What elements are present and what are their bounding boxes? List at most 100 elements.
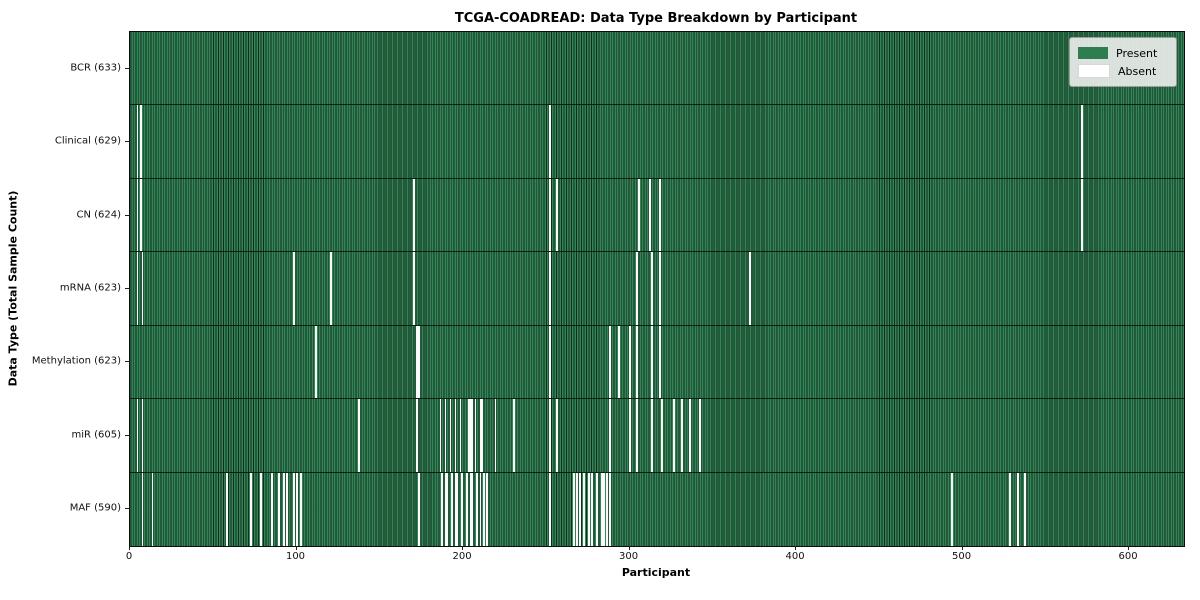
absent-mark	[549, 399, 552, 472]
absent-mark	[651, 325, 653, 399]
absent-mark	[141, 472, 144, 546]
y-tick-label: Methylation (623)	[31, 355, 121, 367]
absent-mark	[466, 472, 469, 546]
y-tick-label: mRNA (623)	[59, 282, 121, 294]
absent-mark	[479, 399, 482, 472]
absent-mark	[249, 472, 252, 546]
absent-mark	[479, 472, 482, 546]
absent-mark	[481, 399, 484, 472]
absent-mark	[278, 472, 280, 546]
absent-mark	[609, 325, 612, 399]
legend-label-present: Present	[1116, 46, 1158, 60]
heatmap-row	[130, 399, 1184, 473]
absent-mark	[591, 472, 593, 546]
absent-mark	[299, 472, 302, 546]
x-tick-label: 200	[452, 551, 472, 562]
x-tick-mark	[628, 546, 630, 550]
absent-mark	[659, 178, 662, 252]
absent-mark	[659, 252, 662, 325]
absent-mark	[469, 399, 472, 472]
absent-mark	[950, 472, 953, 546]
absent-mark	[467, 399, 470, 472]
absent-mark	[259, 472, 262, 546]
absent-mark	[136, 399, 139, 472]
y-tick-mark	[125, 434, 129, 436]
absent-mark	[439, 399, 442, 472]
absent-mark	[141, 252, 144, 325]
x-tick-mark	[795, 546, 797, 550]
x-tick-label: 300	[618, 551, 639, 562]
x-tick-mark	[1128, 546, 1130, 550]
absent-mark	[141, 399, 144, 472]
absent-mark	[602, 472, 605, 546]
absent-mark	[139, 105, 142, 178]
absent-mark	[549, 105, 552, 178]
absent-mark	[556, 399, 559, 472]
absent-mark	[1080, 178, 1083, 252]
absent-mark	[293, 472, 295, 546]
absent-mark	[293, 252, 295, 325]
absent-mark	[549, 252, 552, 325]
absent-mark	[672, 399, 675, 472]
x-tick-mark	[462, 546, 464, 550]
absent-mark	[572, 472, 575, 546]
absent-mark	[416, 399, 419, 472]
absent-mark	[461, 472, 464, 546]
absent-mark	[512, 399, 515, 472]
absent-mark	[582, 472, 585, 546]
absent-swatch-icon	[1078, 64, 1110, 78]
absent-mark	[456, 472, 459, 546]
y-tick-mark	[125, 141, 129, 143]
legend-item-present: Present	[1078, 44, 1168, 62]
absent-mark	[283, 472, 285, 546]
absent-mark	[699, 399, 702, 472]
absent-mark	[454, 472, 457, 546]
y-tick-mark	[125, 508, 129, 510]
absent-mark	[549, 325, 552, 399]
absent-mark	[271, 472, 274, 546]
y-tick-label: Clinical (629)	[54, 135, 121, 147]
x-tick-mark	[129, 546, 130, 550]
absent-mark	[556, 178, 559, 252]
absent-mark	[1080, 105, 1083, 178]
absent-mark	[412, 178, 415, 252]
absent-mark	[617, 325, 620, 399]
absent-mark	[1009, 472, 1011, 546]
absent-mark	[446, 472, 449, 546]
absent-mark	[636, 252, 638, 325]
absent-mark	[636, 399, 638, 472]
chart-title: TCGA-COADREAD: Data Type Breakdown by Pa…	[454, 11, 858, 26]
heatmap-row	[130, 32, 1184, 106]
y-axis-label: Data Type (Total Sample Count)	[6, 190, 20, 387]
absent-mark	[576, 472, 579, 546]
absent-mark	[659, 325, 662, 399]
absent-mark	[357, 399, 360, 472]
absent-mark	[469, 472, 472, 546]
y-tick-label: BCR (633)	[70, 62, 121, 74]
x-tick-label: 600	[1118, 551, 1138, 562]
heatmap-row	[130, 105, 1184, 179]
x-axis-label: Participant	[621, 566, 691, 579]
absent-mark	[1017, 472, 1020, 546]
absent-mark	[417, 472, 420, 546]
absent-mark	[649, 178, 652, 252]
absent-mark	[609, 399, 612, 472]
y-tick-mark	[125, 361, 129, 363]
absent-mark	[549, 178, 552, 252]
absent-mark	[444, 399, 447, 472]
absent-mark	[549, 472, 552, 546]
absent-mark	[136, 252, 139, 325]
absent-mark	[609, 472, 612, 546]
absent-mark	[459, 399, 462, 472]
plot-area	[129, 31, 1185, 547]
absent-mark	[449, 399, 452, 472]
absent-mark	[661, 399, 663, 472]
absent-mark	[482, 472, 485, 546]
absent-mark	[587, 472, 590, 546]
heatmap-row	[130, 472, 1184, 546]
absent-mark	[474, 399, 477, 472]
heatmap-row	[130, 325, 1184, 400]
y-tick-label: CN (624)	[76, 209, 121, 221]
absent-mark	[629, 325, 632, 399]
